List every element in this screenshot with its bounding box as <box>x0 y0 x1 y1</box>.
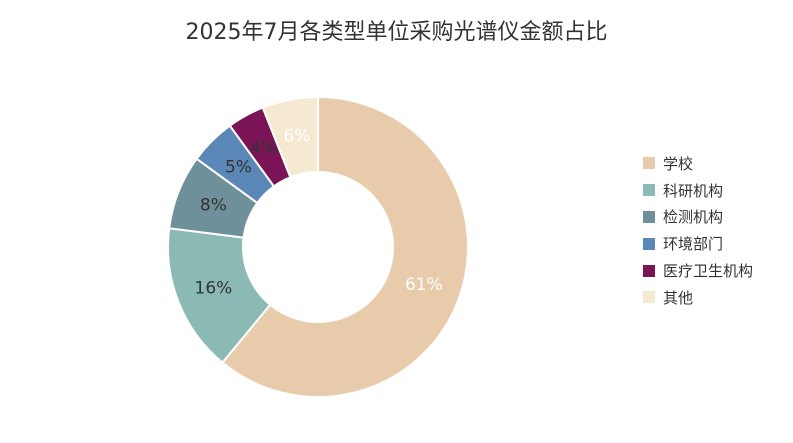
legend-swatch-5 <box>643 291 655 304</box>
slice-0[interactable] <box>220 95 469 398</box>
legend-item-5[interactable]: 其他 <box>643 284 753 311</box>
legend-label-4: 医疗卫生机构 <box>663 262 754 281</box>
slice-label-4: 4% <box>250 138 277 158</box>
legend-label-0: 学校 <box>663 154 694 173</box>
chart-title: 2025年7月各类型单位采购光谱仪金额占比 <box>185 20 608 45</box>
slice-label-2: 8% <box>200 196 227 216</box>
slice-5[interactable] <box>261 95 319 179</box>
legend-item-3[interactable]: 环境部门 <box>643 230 753 257</box>
legend-item-0[interactable]: 学校 <box>643 150 753 177</box>
legend-swatch-3 <box>643 237 655 250</box>
legend-swatch-2 <box>643 210 655 223</box>
legend-label-5: 其他 <box>663 288 694 307</box>
legend-item-4[interactable]: 医疗卫生机构 <box>643 257 753 284</box>
legend-swatch-1 <box>643 184 655 197</box>
legend-swatch-4 <box>643 264 655 277</box>
legend-label-1: 科研机构 <box>663 181 724 200</box>
slice-label-0: 61% <box>405 275 443 295</box>
slice-label-5: 6% <box>283 126 310 146</box>
legend-item-2[interactable]: 检测机构 <box>643 204 753 231</box>
legend-label-2: 检测机构 <box>663 208 724 227</box>
legend-swatch-0 <box>643 157 655 170</box>
legend-item-1[interactable]: 科研机构 <box>643 177 753 204</box>
chart-legend: 学校科研机构检测机构环境部门医疗卫生机构 其他 <box>643 150 753 311</box>
slice-label-3: 5% <box>225 157 252 177</box>
legend-label-3: 环境部门 <box>663 235 724 254</box>
slice-label-1: 16% <box>195 278 233 298</box>
